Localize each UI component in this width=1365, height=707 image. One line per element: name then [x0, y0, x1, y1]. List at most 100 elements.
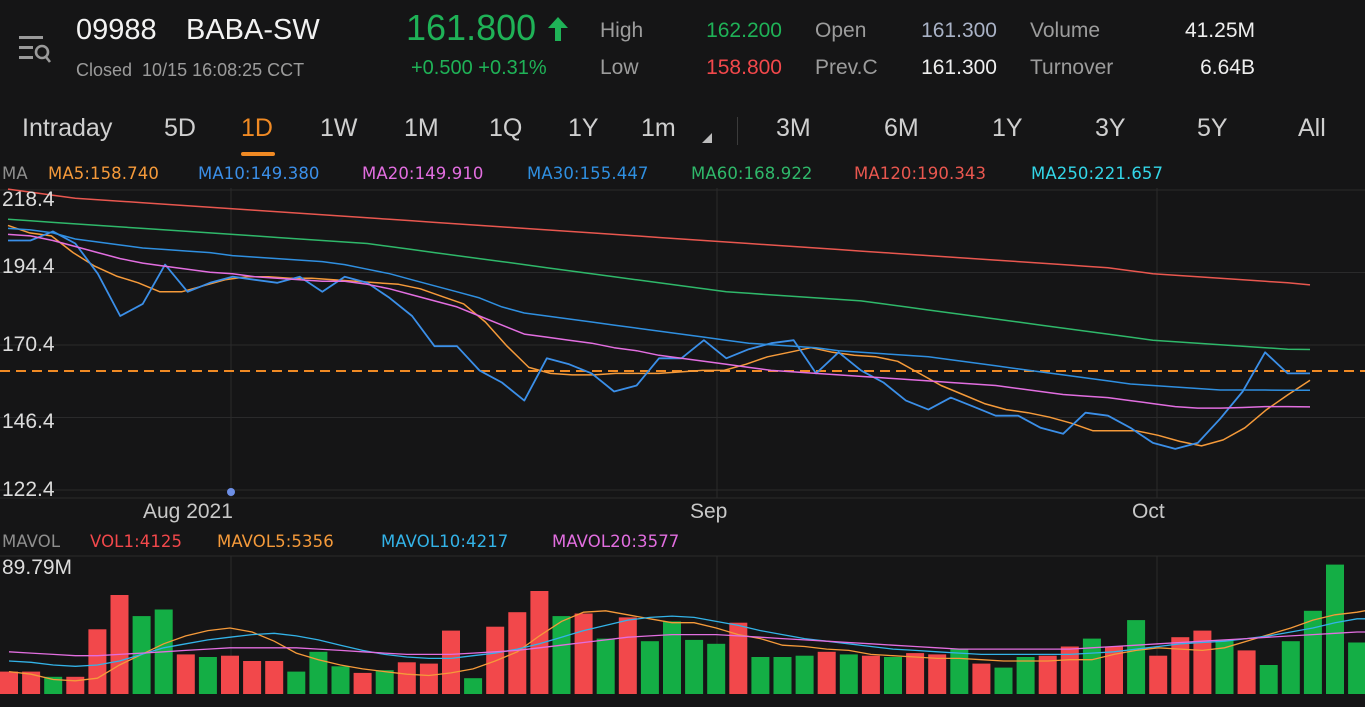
mavol10-line [8, 615, 1365, 667]
volume-bar [1193, 630, 1212, 694]
volume-bar [22, 671, 41, 694]
ma20-line [7, 233, 1311, 409]
volume-bar [508, 612, 527, 694]
price-change: +0.500 +0.31% [411, 57, 547, 80]
volume-bar [464, 678, 483, 694]
volume-bar [707, 643, 726, 694]
change-value: +0.500 [411, 57, 473, 79]
volume-bar [839, 654, 858, 694]
volume-bar [132, 616, 151, 694]
volume-bar [1303, 610, 1322, 694]
volume-max-label: 89.79M [2, 556, 73, 579]
volume-bar [1326, 564, 1344, 694]
ma10-line [8, 230, 1310, 450]
mavol20-legend: MAVOL20:3577 [552, 532, 680, 551]
volume-bar [685, 639, 704, 694]
tab-6m[interactable]: 6M [884, 114, 919, 142]
volume-bar [1016, 657, 1035, 694]
volume-bar [817, 651, 836, 694]
vol1-legend: VOL1:4125 [90, 532, 183, 551]
volume-bar [884, 657, 902, 694]
tab-all[interactable]: All [1298, 114, 1326, 142]
ma10-legend: MA10:149.380 [198, 164, 320, 183]
stock-code: 09988 [76, 14, 157, 46]
ma120-legend: MA120:190.343 [854, 164, 987, 183]
volume-bar [331, 666, 350, 694]
volume-bar [552, 616, 571, 694]
volume-bar [0, 671, 18, 694]
tab-1y[interactable]: 1Y [568, 114, 599, 142]
tab-1m[interactable]: 1M [404, 114, 439, 142]
volume-bar [906, 653, 925, 694]
tab-1w[interactable]: 1W [320, 114, 358, 142]
ma5-legend: MA5:158.740 [48, 164, 159, 183]
ma30-line [7, 227, 1310, 392]
mavol5-line [8, 610, 1365, 682]
tab-1y-long[interactable]: 1Y [992, 114, 1023, 142]
volume-bar [287, 671, 306, 694]
volume-bar [1082, 638, 1101, 694]
active-tab-indicator [241, 152, 275, 156]
mavol10-legend: MAVOL10:4217 [381, 532, 509, 551]
event-marker-icon[interactable] [227, 488, 235, 496]
volume-bar [375, 670, 394, 694]
tab-1q[interactable]: 1Q [489, 114, 523, 142]
volume-bar [265, 661, 284, 694]
volume-label: Volume [1030, 19, 1101, 42]
ma250-legend: MA250:221.657 [1031, 164, 1164, 183]
tab-divider [737, 117, 738, 145]
volume-bar [596, 638, 615, 694]
ma120-line [7, 188, 1311, 286]
volume-bar [1060, 646, 1079, 694]
volume-bar [640, 641, 659, 694]
volume-bar [353, 672, 372, 694]
volume-bar [729, 622, 748, 694]
volume-bar [198, 657, 217, 694]
caret-down-icon[interactable] [702, 133, 712, 143]
tab-5y[interactable]: 5Y [1197, 114, 1228, 142]
ma-legend-prefix[interactable]: MA [2, 164, 28, 183]
volume-bar [486, 626, 505, 694]
volume-bar [176, 654, 195, 694]
volume-bar [928, 654, 947, 694]
volume-bar [1281, 641, 1300, 694]
volume-bar [1348, 642, 1365, 694]
open-value: 161.300 [921, 19, 997, 42]
tab-3m[interactable]: 3M [776, 114, 811, 142]
mavol5-legend: MAVOL5:5356 [217, 532, 334, 551]
prevc-label: Prev.C [815, 56, 878, 79]
stock-name: BABA-SW [186, 14, 320, 46]
volume-bar [1149, 655, 1168, 694]
volume-bar [861, 655, 880, 694]
prevc-value: 161.300 [921, 56, 997, 79]
mavol20-line [8, 631, 1365, 657]
volume-bar [994, 667, 1013, 694]
tab-5d[interactable]: 5D [164, 114, 196, 142]
market-status: Closed 10/15 16:08:25 CCT [76, 60, 304, 81]
volume-bar [221, 655, 239, 694]
ma60-line [7, 218, 1311, 351]
y-tick-170: 170.4 [2, 333, 55, 356]
y-tick-146: 146.4 [2, 410, 55, 433]
volume-bar [1105, 646, 1123, 694]
volume-bar [530, 591, 549, 694]
tab-1min-dropdown[interactable]: 1m [641, 114, 676, 142]
x-tick-aug: Aug 2021 [143, 500, 233, 523]
volume-bar [154, 609, 173, 694]
menu-search-icon[interactable] [18, 32, 52, 66]
tab-1d[interactable]: 1D [241, 114, 273, 142]
tab-intraday[interactable]: Intraday [22, 114, 113, 142]
tab-3y[interactable]: 3Y [1095, 114, 1126, 142]
volume-bar [1259, 665, 1278, 694]
high-label: High [600, 19, 644, 42]
volume-bar [1171, 637, 1190, 694]
volume-bar [663, 621, 681, 694]
volume-bar [419, 663, 438, 694]
mavol-legend-prefix[interactable]: MAVOL [2, 532, 61, 551]
y-tick-194: 194.4 [2, 255, 55, 278]
volume-bar [309, 651, 328, 694]
open-label: Open [815, 19, 867, 42]
volume-bar [574, 613, 593, 694]
